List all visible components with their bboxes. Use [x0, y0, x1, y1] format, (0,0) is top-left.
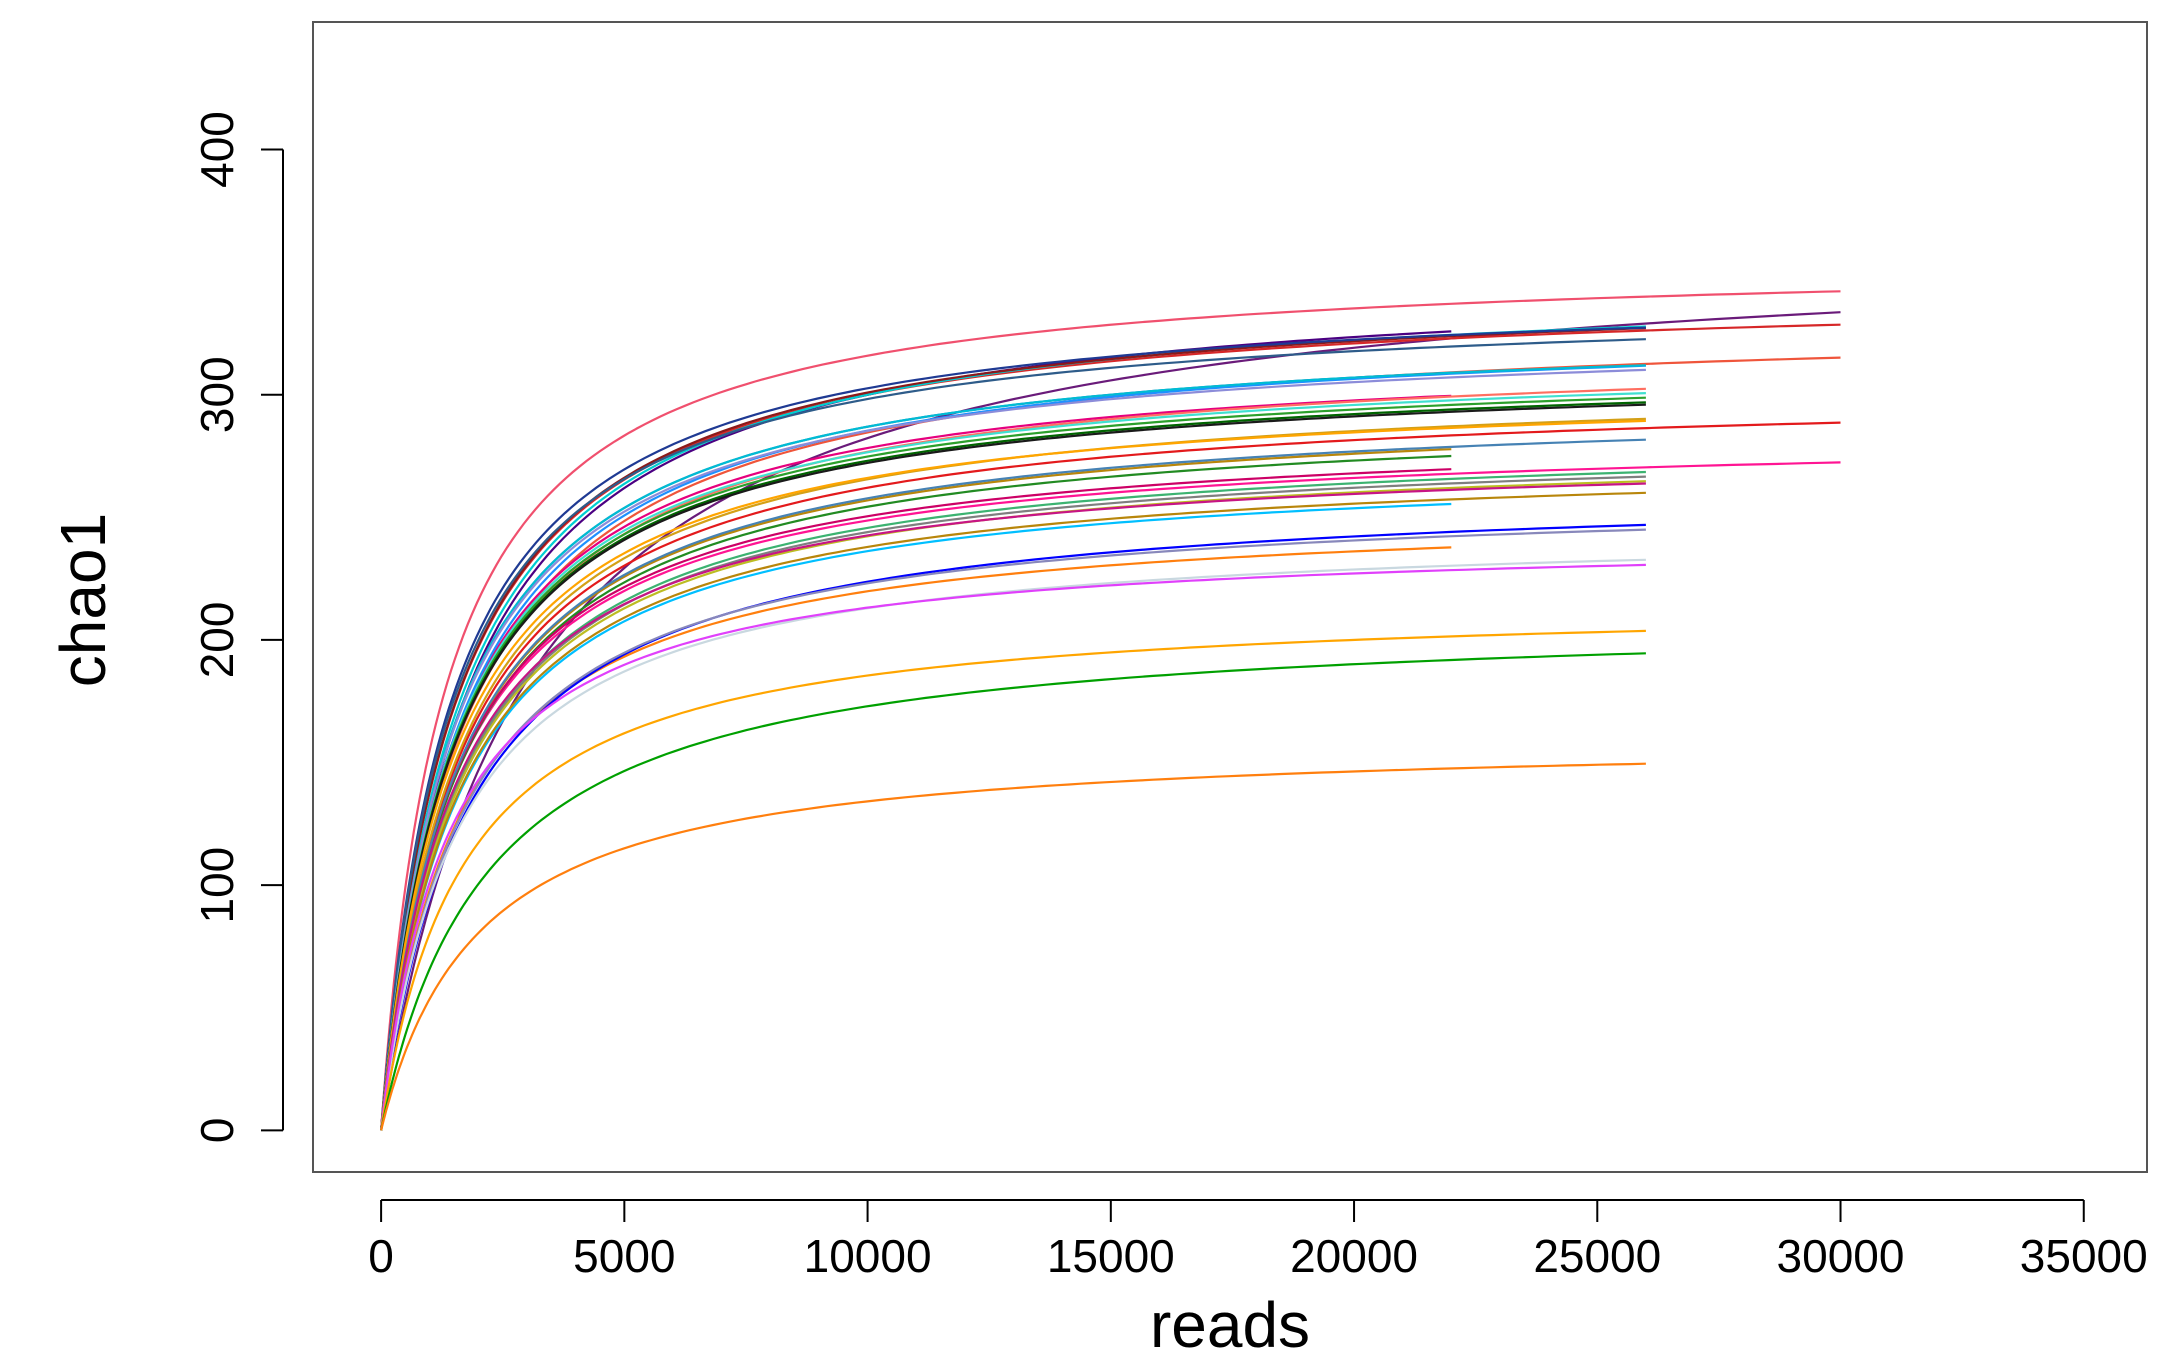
series-line: [380, 491, 1646, 1131]
series-line: [380, 290, 1841, 1131]
x-tick-label: 25000: [1533, 1230, 1661, 1282]
x-tick-label: 5000: [573, 1230, 675, 1282]
series-line: [380, 419, 1646, 1131]
x-tick-label: 35000: [2020, 1230, 2148, 1282]
series-line: [380, 468, 1452, 1131]
series-line: [380, 327, 1646, 1131]
x-tick-label: 0: [368, 1230, 394, 1282]
series-line: [380, 330, 1452, 1131]
x-axis-title: reads: [1150, 1289, 1310, 1361]
series-lines: [380, 290, 1841, 1131]
series-line: [380, 421, 1841, 1131]
y-tick-label: 100: [191, 847, 243, 924]
x-axis: 0 5000 10000 15000 20000 25000 30000 35000: [368, 1199, 2148, 1282]
series-line: [380, 629, 1646, 1131]
series-line: [380, 558, 1646, 1131]
y-tick-label: 400: [191, 111, 243, 188]
series-line: [380, 403, 1646, 1131]
series-line: [380, 461, 1841, 1131]
series-line: [380, 368, 1646, 1131]
y-axis-title: chao1: [47, 513, 119, 687]
series-line: [380, 392, 1646, 1131]
series-line: [380, 311, 1841, 1131]
x-tick-label: 20000: [1290, 1230, 1418, 1282]
plot-frame: [312, 21, 2148, 1173]
series-line: [380, 563, 1646, 1131]
y-tick-label: 0: [191, 1118, 243, 1144]
series-line: [380, 480, 1646, 1131]
x-tick-label: 30000: [1777, 1230, 1905, 1282]
series-line: [380, 438, 1646, 1131]
series-line: [380, 482, 1646, 1131]
y-tick-label: 300: [191, 356, 243, 433]
series-line: [380, 652, 1646, 1131]
y-axis: 0 100 200 300 400: [191, 111, 284, 1144]
series-line: [380, 546, 1452, 1131]
series-line: [380, 448, 1452, 1131]
series-line: [380, 523, 1646, 1131]
x-tick-label: 10000: [804, 1230, 932, 1282]
series-line: [380, 323, 1841, 1131]
series-line: [380, 762, 1646, 1131]
x-tick-label: 15000: [1047, 1230, 1175, 1282]
series-line: [380, 338, 1646, 1131]
series-line: [380, 326, 1646, 1131]
y-tick-label: 200: [191, 602, 243, 679]
